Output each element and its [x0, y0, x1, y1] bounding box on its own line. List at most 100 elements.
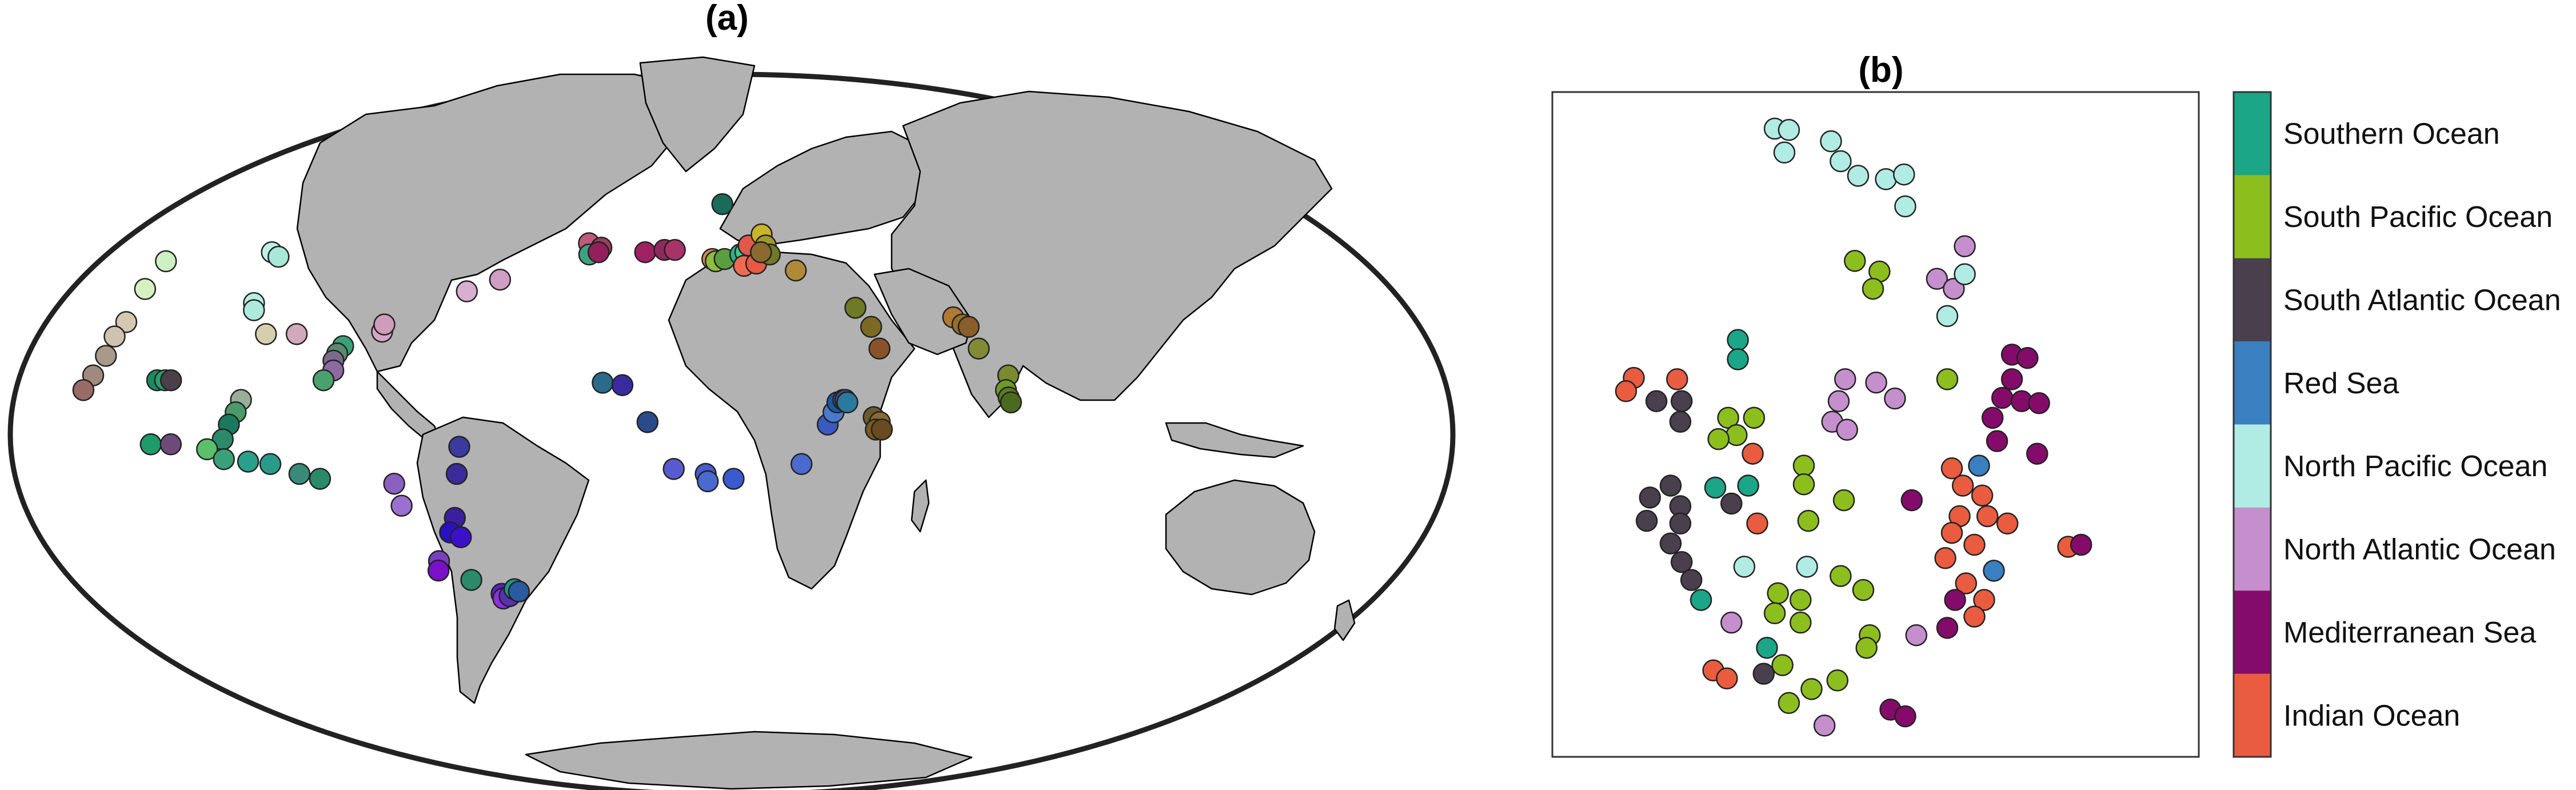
map-point: [288, 462, 311, 485]
land-madagascar: [910, 479, 930, 533]
embedding-point: [1743, 406, 1766, 429]
map-point: [448, 436, 470, 458]
embedding-point: [1844, 250, 1866, 272]
embedding-point: [2026, 442, 2048, 465]
colorbar-label: Southern Ocean: [2283, 118, 2500, 151]
colorbar-swatch: [2234, 507, 2271, 591]
embedding-point: [1704, 476, 1727, 499]
map-point: [213, 448, 235, 470]
embedding-point: [1986, 430, 2008, 452]
embedding-point: [1926, 268, 1948, 290]
map-point: [243, 299, 265, 321]
embedding-point: [1792, 473, 1815, 496]
map-point: [267, 245, 290, 268]
map-point: [592, 372, 614, 394]
embedding-point: [1680, 569, 1703, 591]
colorbar-label: Indian Ocean: [2283, 699, 2460, 732]
embedding-point: [1790, 611, 1812, 634]
embedding-point: [1973, 589, 1995, 611]
embedding-point: [1832, 489, 1855, 512]
map-point: [489, 268, 512, 291]
map-point: [373, 313, 396, 336]
embedding-point: [1771, 654, 1794, 676]
land-masses: [296, 56, 1356, 790]
embedding-point: [1991, 386, 2014, 409]
colorbar-swatch: [2234, 175, 2271, 259]
embedding-point: [1971, 484, 1994, 507]
embedding-point: [1955, 572, 1978, 595]
map-point: [836, 391, 858, 414]
embedding-point: [1900, 489, 1923, 512]
embedding-point: [2028, 392, 2050, 414]
map-point: [662, 458, 685, 480]
embedding-point: [1669, 512, 1692, 535]
embedding-point: [1639, 486, 1662, 509]
embedding-point: [1954, 263, 1976, 285]
map-point: [134, 278, 157, 300]
embedding-point: [1716, 667, 1738, 690]
embedding-point: [1827, 390, 1850, 413]
map-point: [636, 411, 659, 433]
panel-a-world-map: (a): [7, 0, 1456, 790]
embedding-point: [1834, 368, 1856, 390]
embedding-point: [1943, 277, 1965, 300]
colorbar-swatch: [2234, 341, 2271, 425]
embedding-point: [1934, 547, 1956, 569]
embedding-point: [1852, 578, 1875, 601]
embedding-point: [1981, 406, 2004, 429]
land-arabia: [873, 268, 973, 356]
colorbar-frame: [2232, 91, 2272, 758]
embedding-point: [1666, 368, 1688, 390]
embedding-point: [1690, 589, 1712, 611]
colorbar-swatch: [2234, 424, 2271, 508]
map-point: [237, 450, 259, 473]
map-point: [115, 311, 138, 333]
map-point: [450, 526, 472, 549]
embedding-point: [1862, 277, 1884, 300]
embedding-point: [1737, 474, 1759, 497]
embedding-point: [2070, 533, 2092, 556]
embedding-point: [1954, 235, 1976, 258]
map-point: [870, 418, 893, 441]
embedding-point: [1659, 532, 1682, 554]
map-point: [844, 297, 866, 319]
embedding-point: [1796, 556, 1818, 578]
map-point: [508, 580, 530, 603]
embedding-point: [1963, 533, 1986, 556]
map-point: [587, 241, 610, 264]
embedding-point: [1645, 390, 1668, 413]
map-point: [139, 433, 162, 456]
map-point: [634, 241, 657, 264]
map-point: [868, 337, 890, 360]
panel-b-title: (b): [1858, 50, 1903, 90]
land-antarctica: [525, 731, 973, 790]
embedding-point: [1820, 130, 1842, 153]
embedding-point: [1756, 637, 1778, 659]
colorbar-label: Red Sea: [2283, 367, 2399, 400]
category-colorbar: Southern Ocean South Pacific Ocean South A…: [2232, 91, 2561, 758]
map-point: [95, 345, 117, 367]
embedding-point: [1763, 602, 1786, 625]
embedding-point: [1905, 624, 1928, 647]
embedding-point: [1936, 368, 1959, 390]
embedding-point: [1792, 454, 1815, 477]
embedding-point: [1733, 556, 1756, 578]
map-point: [460, 569, 482, 591]
map-point: [159, 369, 182, 392]
embedding-point: [1983, 560, 2005, 582]
land-africa: [668, 250, 916, 590]
embedding-point: [1830, 150, 1852, 173]
map-point: [611, 374, 634, 397]
map-point: [196, 438, 218, 461]
embedding-point: [1800, 678, 1823, 700]
map-point: [255, 323, 277, 345]
panel-a-title: (a): [705, 0, 749, 38]
map-point: [159, 433, 182, 456]
map-point: [309, 468, 332, 490]
colorbar-swatch: [2234, 590, 2271, 675]
colorbar-label: North Pacific Ocean: [2283, 450, 2547, 483]
embedding-point: [1773, 141, 1796, 164]
embedding-point: [1670, 390, 1693, 413]
map-points: [72, 193, 1023, 610]
